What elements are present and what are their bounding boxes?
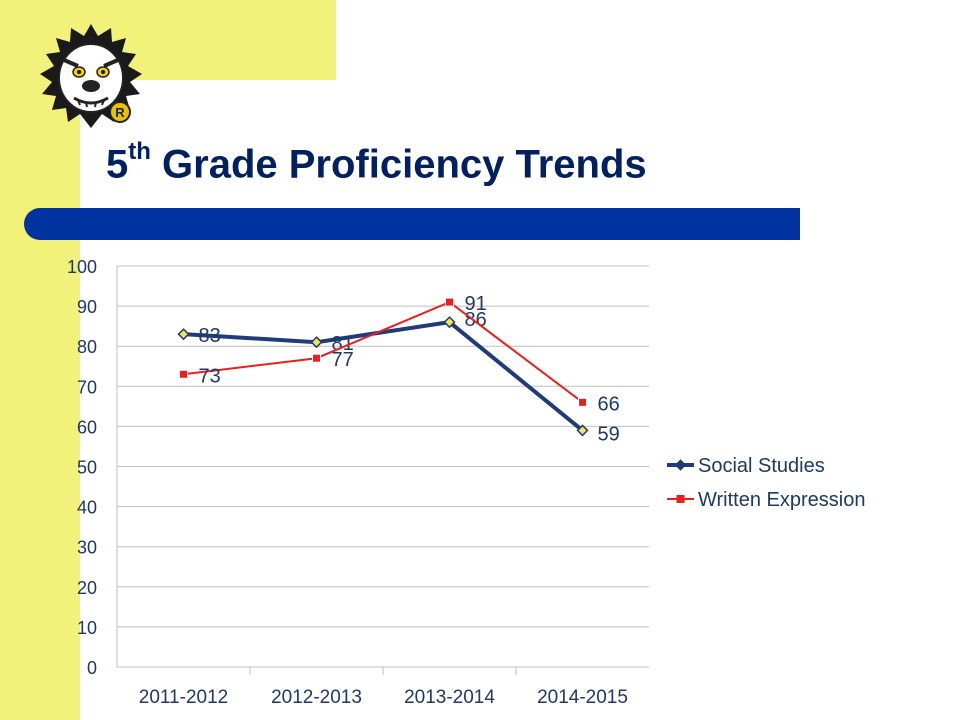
- series-line: [183, 300, 584, 404]
- title-text: Grade Proficiency Trends: [150, 142, 647, 187]
- data-point: [445, 297, 454, 307]
- accent-sidebar: [0, 0, 80, 720]
- y-tick-label: 60: [77, 417, 97, 437]
- data-point: [179, 369, 188, 379]
- title-superscript: th: [128, 138, 151, 165]
- data-label: 73: [199, 365, 221, 387]
- y-tick-label: 0: [87, 658, 97, 678]
- y-tick-label: 20: [77, 578, 97, 598]
- x-tick-label: 2012-2013: [271, 687, 362, 708]
- data-label: 91: [465, 293, 487, 315]
- title-underline-bar: [24, 208, 800, 240]
- data-label: 66: [598, 393, 620, 415]
- y-tick-label: 100: [67, 257, 97, 277]
- x-tick-label: 2014-2015: [537, 687, 628, 708]
- y-tick-label: 10: [77, 618, 97, 638]
- legend-label: Social Studies: [698, 455, 825, 477]
- data-label: 77: [332, 349, 354, 371]
- data-label: 83: [199, 325, 221, 347]
- data-point: [576, 424, 589, 437]
- title-number: 5: [106, 142, 129, 187]
- legend-marker: [676, 495, 685, 503]
- y-tick-label: 40: [77, 498, 97, 518]
- data-label: 59: [598, 423, 620, 445]
- logo-badge-letter: R: [115, 105, 125, 120]
- x-tick-label: 2013-2014: [404, 687, 495, 708]
- series-line: [183, 320, 584, 432]
- y-tick-label: 30: [77, 538, 97, 558]
- page-title: 5th Grade Proficiency Trends: [106, 138, 647, 187]
- y-tick-label: 90: [77, 297, 97, 317]
- proficiency-line-chart: 0 10 20 30 40 50 60 70 80 90 100 2011-2012 2012-2013…: [67, 257, 866, 708]
- x-tick-label: 2011-2012: [139, 687, 228, 708]
- bulldog-mascot-icon: R: [40, 24, 142, 128]
- data-point: [310, 336, 323, 349]
- y-tick-label: 50: [77, 458, 97, 478]
- y-tick-label: 80: [77, 337, 97, 357]
- y-tick-label: 70: [77, 377, 97, 397]
- data-point: [312, 353, 321, 363]
- data-point: [443, 316, 456, 329]
- data-point: [578, 397, 587, 407]
- legend-label: Written Expression: [698, 489, 865, 511]
- legend-marker: [674, 459, 687, 471]
- data-point: [177, 328, 190, 341]
